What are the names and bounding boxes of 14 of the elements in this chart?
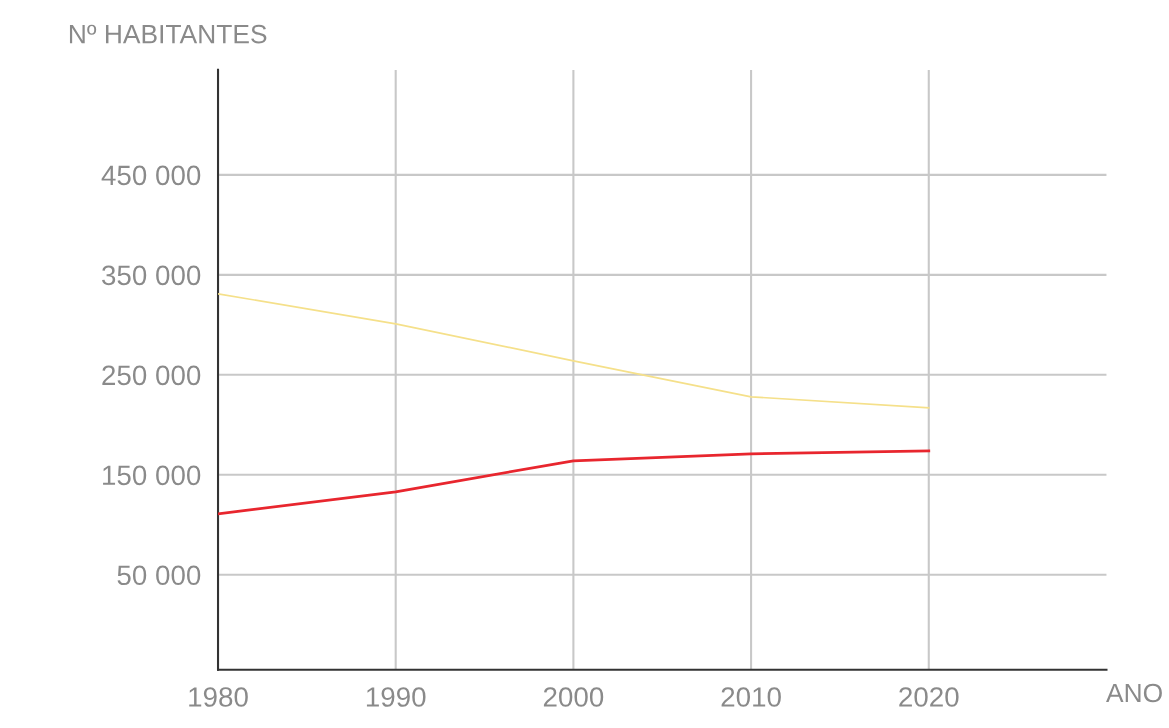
x-tick-label: 2010 <box>721 687 781 707</box>
x-tick-label: 1990 <box>366 687 426 707</box>
x-tick-label: 2020 <box>899 687 959 707</box>
y-tick-label: 350 000 <box>102 265 201 286</box>
y-tick-label: 50 000 <box>117 565 201 586</box>
line-series <box>218 449 931 516</box>
y-tick-label: 450 000 <box>101 165 201 186</box>
y-tick-label: 250 000 <box>102 365 201 386</box>
y-axis-title: Nº HABITANTES <box>69 24 267 44</box>
line-series <box>218 293 930 409</box>
x-tick-label: 2000 <box>543 687 604 707</box>
y-tick-label: 150 000 <box>103 465 201 486</box>
x-axis-title: ANO <box>1106 683 1162 703</box>
x-tick-label: 1980 <box>189 687 248 707</box>
